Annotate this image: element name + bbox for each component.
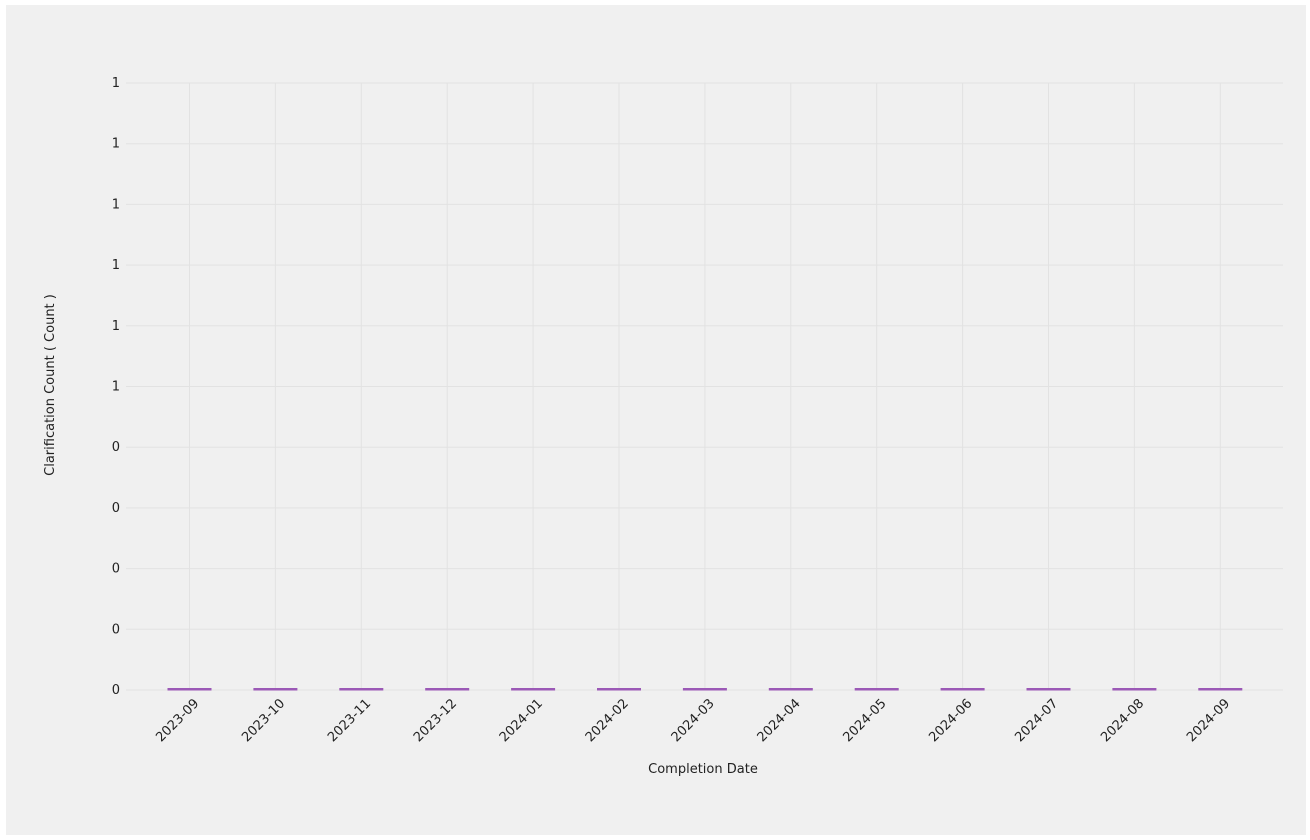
y-tick-label: 1 — [112, 319, 120, 334]
x-tick-label: 2024-04 — [755, 696, 804, 745]
bar — [425, 688, 470, 691]
y-tick-label: 0 — [112, 501, 120, 516]
bar — [253, 688, 298, 691]
x-tick-label: 2023-09 — [153, 696, 202, 745]
x-axis-title: Completion Date — [648, 762, 758, 777]
bar — [597, 688, 641, 691]
x-tick-label: 2024-05 — [841, 696, 890, 745]
x-axis-ticks: 2023-09 2023-10 2023-11 2023-12 2024-01 2024-… — [153, 696, 1233, 745]
bar — [854, 688, 899, 691]
x-tick-label: 2024-09 — [1184, 696, 1233, 745]
y-axis-ticks: 0 0 0 0 0 1 1 1 1 1 1 — [112, 76, 120, 698]
bar — [1026, 688, 1071, 691]
grid-lines — [126, 82, 1283, 691]
x-tick-label: 2024-08 — [1098, 696, 1147, 745]
chart-panel: 0 0 0 0 0 1 1 1 1 1 1 2023-09 2023-10 2023-11 2023-12… — [6, 5, 1306, 835]
x-tick-label: 2023-12 — [411, 696, 460, 745]
bar — [167, 688, 212, 691]
y-tick-label: 1 — [112, 76, 120, 91]
bar — [1198, 688, 1243, 691]
x-tick-label: 2024-02 — [583, 696, 632, 745]
bar — [768, 688, 813, 691]
bar — [511, 688, 556, 691]
y-tick-label: 1 — [112, 197, 120, 212]
bar — [940, 688, 985, 691]
bar-chart: 0 0 0 0 0 1 1 1 1 1 1 2023-09 2023-10 2023-11 2023-12… — [43, 76, 1283, 777]
y-axis-title: Clarification Count ( Count ) — [43, 294, 58, 476]
y-tick-label: 1 — [112, 258, 120, 273]
bar — [1112, 688, 1157, 691]
x-tick-label: 2023-11 — [325, 696, 374, 745]
x-tick-label: 2024-06 — [926, 696, 975, 745]
y-tick-label: 0 — [112, 622, 120, 637]
y-tick-label: 0 — [112, 562, 120, 577]
y-tick-label: 1 — [112, 380, 120, 395]
bars — [167, 688, 1243, 691]
y-tick-label: 0 — [112, 683, 120, 698]
bar — [682, 688, 727, 691]
x-tick-label: 2023-10 — [239, 696, 288, 745]
x-tick-label: 2024-01 — [497, 696, 546, 745]
bar — [339, 688, 384, 691]
y-tick-label: 0 — [112, 440, 120, 455]
y-tick-label: 1 — [112, 137, 120, 152]
x-tick-label: 2024-03 — [669, 696, 718, 745]
x-tick-label: 2024-07 — [1012, 696, 1061, 745]
